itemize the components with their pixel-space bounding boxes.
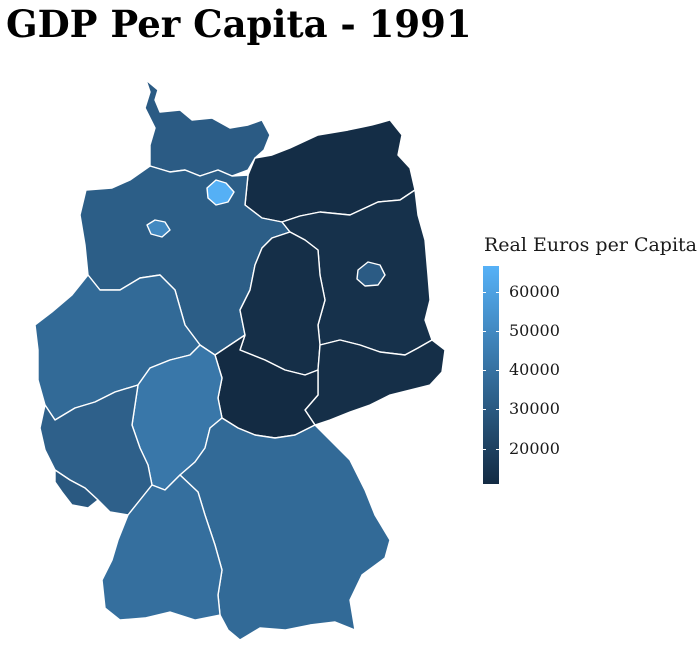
region-schleswig-holstein bbox=[144, 79, 271, 177]
region-baden-wuerttemberg bbox=[101, 474, 223, 621]
region-saarland bbox=[54, 469, 99, 509]
legend-tick-label: 40000 bbox=[509, 360, 560, 380]
region-berlin bbox=[356, 261, 386, 287]
legend-tick-label: 30000 bbox=[509, 399, 560, 419]
map-title: GDP Per Capita - 1991 bbox=[6, 2, 472, 46]
region-sachsen bbox=[304, 339, 446, 426]
legend-tick-label: 60000 bbox=[509, 281, 560, 301]
region-bremen bbox=[146, 219, 171, 238]
legend-color-bar bbox=[483, 266, 499, 484]
region-hamburg bbox=[206, 179, 235, 206]
legend-tick-label: 50000 bbox=[509, 320, 560, 340]
legend-tick-label: 20000 bbox=[509, 438, 560, 458]
legend-title: Real Euros per Capita bbox=[484, 234, 698, 256]
